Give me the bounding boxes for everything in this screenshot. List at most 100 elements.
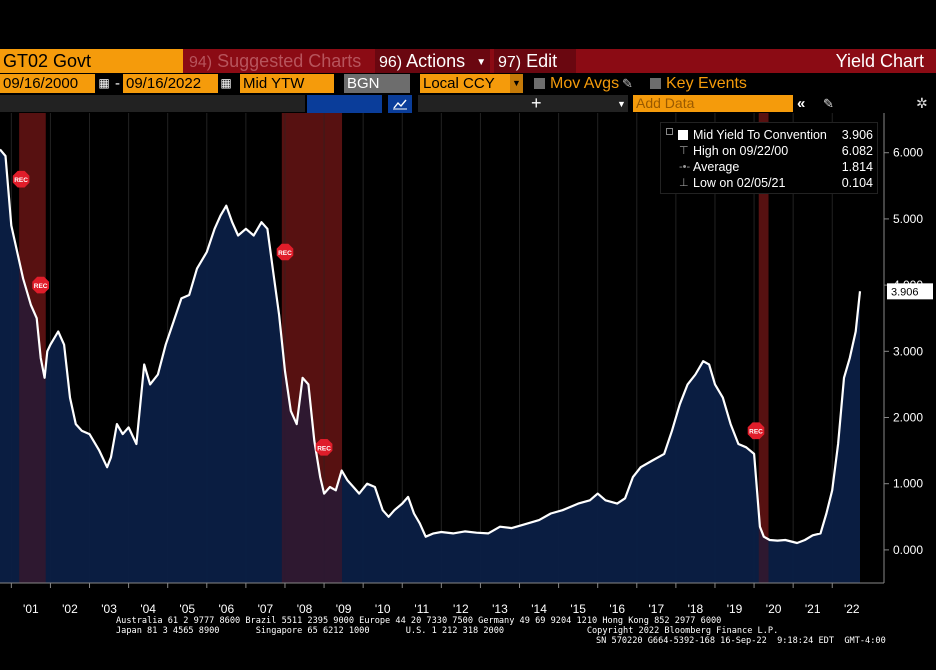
x-tick-label: '05 — [179, 602, 195, 614]
y-tick-label: 1.000 — [893, 477, 923, 491]
y-tick-label: 0.000 — [893, 543, 923, 557]
x-tick-label: '04 — [140, 602, 156, 614]
x-tick-label: '15 — [570, 602, 586, 614]
recession-tag-shape — [276, 243, 294, 261]
collapse-icon[interactable]: « — [797, 95, 806, 112]
x-tick-label: '12 — [453, 602, 469, 614]
start-date-field[interactable]: 09/16/2000 — [0, 74, 95, 93]
footer-line-1: Australia 61 2 9777 8600 Brazil 5511 239… — [116, 616, 722, 626]
recession-tag: REC — [747, 422, 765, 440]
edit-menu[interactable]: 97) Edit ▼ — [494, 49, 576, 94]
x-tick-label: '13 — [492, 602, 508, 614]
x-tick-label: '10 — [375, 602, 391, 614]
legend-row-low[interactable]: ⊥ Low on 02/05/21 0.104 — [661, 175, 879, 191]
edit-label: Edit — [526, 51, 558, 71]
legend-value: 3.906 — [841, 128, 873, 142]
legend-label: Low on 02/05/21 — [693, 176, 786, 190]
line-chart-icon[interactable] — [388, 95, 412, 113]
end-date-field[interactable]: 09/16/2022 — [123, 74, 218, 93]
controls-bar: 09/16/2000 ▦ - 09/16/2022 ▦ Mid YTW BGN … — [0, 74, 936, 94]
x-tick-label: '21 — [805, 602, 821, 614]
security-field[interactable]: GT02 Govt — [0, 49, 183, 73]
low-marker-icon: ⊥ — [679, 177, 689, 189]
recession-tag-label: REC — [317, 445, 331, 452]
key-events-checkbox[interactable] — [650, 78, 661, 89]
legend-minimize-icon[interactable] — [666, 128, 673, 135]
recession-tag: REC — [32, 276, 49, 294]
x-tick-label: '07 — [258, 602, 274, 614]
axes — [0, 113, 885, 584]
calendar-icon[interactable]: ▦ — [220, 76, 232, 90]
suggested-charts-label: Suggested Charts — [217, 51, 362, 71]
chart-legend[interactable]: Mid Yield To Convention 3.906 ⊤ High on … — [660, 122, 878, 194]
add-data-input[interactable]: Add Data — [633, 95, 793, 112]
recession-tag-shape — [12, 170, 30, 188]
pencil-icon[interactable]: ✎ — [823, 96, 834, 111]
recession-band-overlay — [758, 113, 769, 583]
calendar-icon[interactable]: ▦ — [98, 76, 110, 90]
legend-label: High on 09/22/00 — [693, 144, 789, 158]
y-tick-label: 3.000 — [893, 344, 923, 358]
recession-tags: REC REC REC REC REC — [12, 170, 765, 456]
actions-menu[interactable]: 96) Actions ▼ — [375, 49, 490, 73]
toolbar-slot — [0, 95, 305, 112]
legend-row-high[interactable]: ⊤ High on 09/22/00 6.082 — [661, 143, 879, 159]
x-tick-label: '19 — [727, 602, 743, 614]
toolbar-slot — [418, 95, 628, 112]
plus-icon[interactable]: + — [531, 93, 542, 113]
legend-row-average[interactable]: -•- Average 1.814 — [661, 159, 879, 175]
legend-value: 1.814 — [841, 160, 873, 174]
legend-value: 0.104 — [841, 176, 873, 190]
suggested-charts-number: 94) — [189, 54, 213, 71]
recession-band — [758, 113, 769, 583]
suggested-charts-menu[interactable]: 94) Suggested Charts — [189, 49, 367, 73]
chevron-down-icon[interactable]: ▼ — [510, 74, 523, 93]
caret-down-icon[interactable]: ▼ — [617, 99, 626, 109]
x-tick-label: '18 — [688, 602, 704, 614]
page-title: Yield Chart — [835, 51, 924, 71]
y-tick-label: 6.000 — [893, 146, 923, 160]
last-value-label: 3.906 — [891, 286, 919, 298]
recession-band-overlay — [19, 113, 46, 583]
high-marker-icon: ⊤ — [679, 145, 689, 157]
recession-tag-shape — [32, 276, 49, 294]
recession-tag-shape — [315, 439, 333, 456]
recession-tag-label: REC — [14, 177, 28, 184]
recession-tag-label: REC — [749, 429, 763, 436]
x-tick-label: '03 — [101, 602, 117, 614]
legend-row-yield[interactable]: Mid Yield To Convention 3.906 — [661, 127, 879, 143]
y-tick-label: 5.000 — [893, 212, 923, 226]
x-tick-label: '01 — [23, 602, 39, 614]
recession-band-overlay — [281, 113, 343, 583]
recession-tag-label: REC — [34, 283, 48, 290]
last-value-box — [887, 283, 933, 300]
edit-number: 97) — [498, 54, 522, 71]
currency-select[interactable]: Local CCY — [420, 74, 510, 93]
chart-toolbar: + ▼ Add Data « ✎ ✲ — [0, 93, 936, 113]
recession-tag-shape — [747, 422, 765, 440]
last-value-tag: 3.906 — [887, 283, 933, 300]
yield-line — [0, 148, 862, 545]
legend-label: Mid Yield To Convention — [693, 128, 827, 142]
y-tick-label: 2.000 — [893, 411, 923, 425]
key-events-label: Key Events — [666, 75, 747, 92]
pencil-icon[interactable]: ✎ — [622, 76, 633, 91]
x-tick-label: '14 — [531, 602, 547, 614]
yield-field-select[interactable]: Mid YTW — [240, 74, 334, 93]
legend-label: Average — [693, 160, 740, 174]
recession-tag: REC — [315, 439, 333, 456]
x-tick-label: '16 — [609, 602, 625, 614]
square-icon — [678, 130, 688, 140]
chart-type-tab[interactable] — [307, 95, 382, 113]
x-tick-label: '17 — [649, 602, 665, 614]
actions-number: 96) — [379, 54, 403, 71]
caret-down-icon: ▼ — [476, 57, 487, 68]
pricing-source-select[interactable]: BGN — [344, 74, 410, 93]
mov-avgs-label: Mov Avgs — [550, 75, 620, 92]
gear-icon[interactable]: ✲ — [916, 95, 928, 111]
x-axis-tick-labels: '01 '02 '03 '04 '05 '06 '07 '08 '09 '10 '11 '12 '13 '… — [10, 583, 860, 614]
mov-avgs-checkbox[interactable] — [534, 78, 545, 89]
x-tick-label: '09 — [336, 602, 352, 614]
